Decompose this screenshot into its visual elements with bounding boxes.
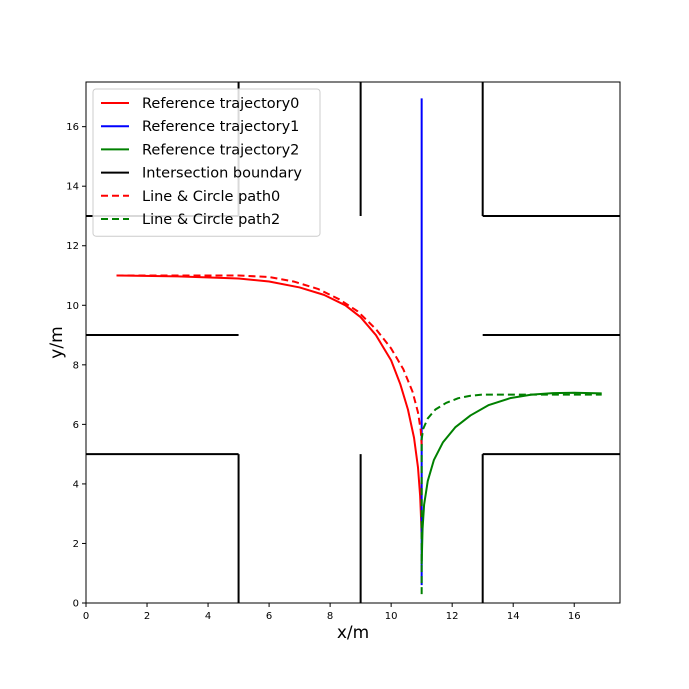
series-layer: [116, 98, 602, 595]
legend-label: Intersection boundary: [142, 166, 302, 182]
y-tick-label: 8: [73, 360, 79, 371]
y-axis-label: y/m: [47, 326, 67, 358]
legend-label: Line & Circle path0: [142, 189, 280, 205]
series-line-5: [420, 393, 602, 595]
legend-label: Reference trajectory2: [142, 142, 299, 158]
legend-box: [92, 88, 321, 237]
series-line-4: [116, 274, 423, 446]
x-axis-ticks: 0 2 4 6 8 10 12 14 16: [83, 603, 581, 622]
y-tick-label: 4: [73, 479, 79, 490]
legend-label: Reference trajectory0: [142, 96, 299, 112]
y-tick-label: 16: [66, 122, 79, 133]
y-tick-label: 0: [73, 599, 79, 610]
x-tick-label: 0: [83, 611, 89, 622]
series-line-0: [116, 274, 423, 538]
x-tick-label: 2: [144, 611, 150, 622]
plot-frame: [85, 81, 621, 604]
x-tick-label: 8: [327, 611, 333, 622]
legend-label: Line & Circle path2: [142, 212, 280, 228]
x-axis-label: x/m: [337, 623, 369, 643]
x-tick-label: 14: [507, 611, 520, 622]
legend: Reference trajectory0 Reference trajector…: [92, 88, 321, 237]
y-tick-label: 14: [66, 182, 79, 193]
x-tick-label: 10: [385, 611, 398, 622]
intersection-boundary-layer: [86, 82, 620, 603]
x-tick-label: 12: [446, 611, 459, 622]
x-tick-label: 6: [266, 611, 272, 622]
x-tick-label: 4: [205, 611, 211, 622]
y-tick-label: 10: [66, 301, 79, 312]
x-tick-label: 16: [568, 611, 581, 622]
y-axis-ticks: 0 2 4 6 8 10 12 14 16: [66, 122, 86, 610]
y-tick-label: 2: [73, 539, 79, 550]
y-tick-label: 12: [66, 241, 79, 252]
y-tick-label: 6: [73, 420, 79, 431]
series-line-2: [420, 391, 602, 565]
legend-label: Reference trajectory1: [142, 119, 299, 135]
